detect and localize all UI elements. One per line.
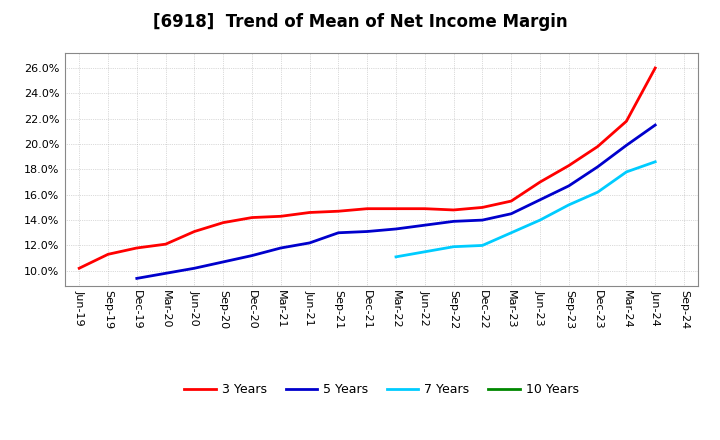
5 Years <box>536 197 544 202</box>
5 Years <box>334 230 343 235</box>
3 Years <box>363 206 372 211</box>
7 Years <box>420 249 429 254</box>
3 Years <box>593 144 602 149</box>
3 Years <box>248 215 256 220</box>
5 Years <box>190 266 199 271</box>
7 Years <box>622 169 631 175</box>
7 Years <box>593 190 602 195</box>
Line: 7 Years: 7 Years <box>396 162 655 257</box>
Legend: 3 Years, 5 Years, 7 Years, 10 Years: 3 Years, 5 Years, 7 Years, 10 Years <box>179 378 584 401</box>
3 Years <box>392 206 400 211</box>
7 Years <box>478 243 487 248</box>
3 Years <box>190 229 199 234</box>
3 Years <box>564 163 573 168</box>
3 Years <box>507 198 516 204</box>
5 Years <box>305 240 314 246</box>
3 Years <box>622 119 631 124</box>
5 Years <box>593 164 602 169</box>
3 Years <box>536 180 544 185</box>
3 Years <box>161 242 170 247</box>
5 Years <box>478 217 487 223</box>
7 Years <box>507 230 516 235</box>
5 Years <box>564 183 573 188</box>
3 Years <box>75 266 84 271</box>
3 Years <box>276 214 285 219</box>
3 Years <box>651 66 660 71</box>
3 Years <box>478 205 487 210</box>
3 Years <box>104 252 112 257</box>
3 Years <box>334 209 343 214</box>
5 Years <box>392 226 400 231</box>
7 Years <box>449 244 458 249</box>
7 Years <box>651 159 660 165</box>
3 Years <box>219 220 228 225</box>
5 Years <box>651 122 660 128</box>
7 Years <box>564 202 573 208</box>
5 Years <box>276 246 285 251</box>
5 Years <box>248 253 256 258</box>
Text: [6918]  Trend of Mean of Net Income Margin: [6918] Trend of Mean of Net Income Margi… <box>153 13 567 31</box>
5 Years <box>420 223 429 228</box>
5 Years <box>161 271 170 276</box>
7 Years <box>536 217 544 223</box>
Line: 5 Years: 5 Years <box>137 125 655 279</box>
3 Years <box>132 246 141 251</box>
5 Years <box>363 229 372 234</box>
3 Years <box>305 210 314 215</box>
3 Years <box>449 207 458 213</box>
5 Years <box>622 143 631 148</box>
5 Years <box>507 211 516 216</box>
5 Years <box>132 276 141 281</box>
5 Years <box>219 259 228 264</box>
3 Years <box>420 206 429 211</box>
Line: 3 Years: 3 Years <box>79 68 655 268</box>
5 Years <box>449 219 458 224</box>
7 Years <box>392 254 400 260</box>
